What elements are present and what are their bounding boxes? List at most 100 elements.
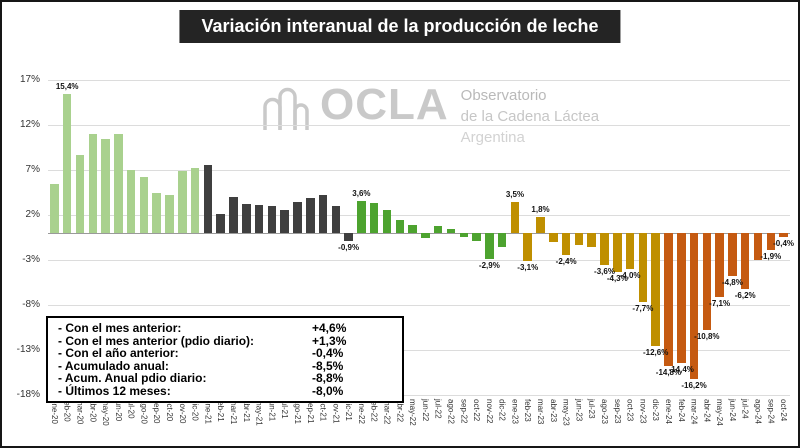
bar-jun-23 [574,233,584,245]
x-tick-label-feb-21: feb-21 [216,399,226,422]
y-tick-label: -18% [16,389,40,400]
x-tick-label-feb-22: feb-22 [369,399,379,422]
x-tick-label-nov-20: nov-20 [177,399,187,424]
summary-value: -8,5% [312,358,344,373]
data-label-mar-23: 1,8% [531,204,550,214]
bar-ene-20 [50,183,59,233]
bar-jun-21 [267,206,277,233]
x-tick-label-abr-22: abr-22 [395,399,405,423]
data-label-nov-22: -2,9% [478,261,500,271]
bar-mar-20 [75,154,85,233]
data-label-may-23: -2,4% [555,256,577,266]
x-tick-label-may-20: may-20 [101,399,111,426]
data-label-feb-24: -14,4% [668,364,694,374]
summary-row: - Con el mes anterior: +4,6% [58,322,392,335]
x-tick-label-jul-23: jul-23 [587,399,597,419]
bar-jul-22 [433,225,443,233]
data-label-ene-24: -14,8% [655,368,682,378]
bar-feb-20 [62,94,72,233]
y-tick-label: 17% [19,74,40,85]
x-tick-label-sep-20: sep-20 [152,399,162,424]
bar-dic-22 [497,233,507,248]
data-label-oct-23: -4,0% [619,271,641,280]
bar-may-23 [561,233,571,255]
x-tick-label-sep-23: sep-23 [612,399,622,424]
bar-jun-22 [421,233,430,239]
x-tick-label-abr-23: abr-23 [548,399,558,423]
data-label-sep-24: -1,9% [760,252,782,262]
x-tick-label-oct-21: oct-21 [318,399,328,422]
x-tick-label-nov-21: nov-21 [331,399,341,424]
x-tick-label-ago-20: ago-20 [139,399,149,424]
watermark-line1: Observatorio [460,87,547,104]
bar-feb-22 [369,203,379,233]
x-tick-label-abr-24: abr-24 [702,399,712,423]
bar-dic-23 [651,233,660,347]
bar-sep-21 [306,197,315,233]
gridline-7 [48,170,790,171]
gridline-2 [48,215,790,216]
bar-nov-22 [485,233,494,260]
summary-row: - Acum. Anual pdio diario: -8,8% [58,372,392,385]
gridline-12 [48,125,790,126]
bar-ene-23 [510,201,520,233]
summary-value: -8,8% [312,371,344,385]
data-label-ago-23: -3,6% [594,267,615,277]
gridline-17 [48,80,790,81]
chart-title: Variación interanual de la producción de… [179,10,621,43]
x-axis-labels: ene-20 feb-20 mar-20 abr-20 may-20 jun-20 jul-… [48,397,790,446]
summary-row: - Acumulado anual: -8,5% [58,358,392,373]
x-tick-label-ago-24: ago-24 [753,399,763,424]
x-tick-label-oct-22: oct-22 [472,399,482,422]
bar-jun-24 [728,233,737,277]
data-label-jun-24: -4,8% [721,278,743,288]
bar-mar-24 [689,233,699,379]
x-tick-label-jul-22: jul-22 [433,399,443,419]
bar-may-21 [254,205,264,233]
summary-value: -0,4% [312,346,344,360]
x-tick-label-jun-21: jun-21 [267,399,277,422]
bar-ene-21 [203,164,213,233]
x-tick-label-mar-22: mar-22 [382,399,392,425]
x-tick-label-may-23: may-23 [561,399,571,426]
bar-feb-21 [216,214,225,233]
summary-value: -8,0% [312,383,344,398]
x-tick-label-sep-22: sep-22 [459,399,469,424]
bar-jul-20 [126,170,136,233]
watermark-line3: Argentina [460,129,525,146]
data-label-jul-24: -6,2% [734,290,756,300]
bar-ago-23 [600,233,609,266]
gridline--8 [48,305,790,306]
x-tick-label-jun-20: jun-20 [113,399,123,422]
summary-label: - Con el mes anterior (pdio diario): [58,333,255,348]
summary-value: +1,3% [312,333,347,348]
data-label-oct-24: -0,4% [773,238,795,248]
bar-jun-20 [114,134,123,233]
bar-abr-23 [549,233,558,242]
bar-may-24 [715,233,724,297]
bar-nov-23 [638,233,648,303]
y-tick-label: 12% [19,119,40,130]
zero-axis-line [48,233,790,234]
x-tick-label-ene-22: ene-22 [356,399,366,424]
bar-abr-22 [395,220,405,233]
bar-ene-22 [357,200,366,233]
bar-sep-20 [152,192,161,233]
bar-mar-22 [382,209,392,233]
summary-label: - Acum. Anual pdio diario: [58,371,207,385]
bar-feb-23 [523,233,532,261]
x-tick-label-jul-21: jul-21 [280,399,290,419]
bar-sep-22 [459,233,469,237]
x-tick-label-ago-21: ago-21 [292,399,302,424]
data-label-dic-23: -12,6% [642,348,669,358]
y-tick-label: -13% [16,344,40,355]
bar-oct-21 [318,195,328,233]
bar-feb-24 [677,233,686,363]
data-label-ene-23: 3,5% [505,189,525,199]
ocla-watermark: OCLA Observatorio de la Cadena Láctea Ar… [260,83,599,148]
x-tick-label-jun-24: jun-24 [727,399,737,422]
gridline--18 [48,395,790,396]
y-tick-label: -8% [22,299,40,310]
data-label-may-24: -7,1% [709,298,731,308]
x-tick-label-oct-23: oct-23 [625,399,635,422]
